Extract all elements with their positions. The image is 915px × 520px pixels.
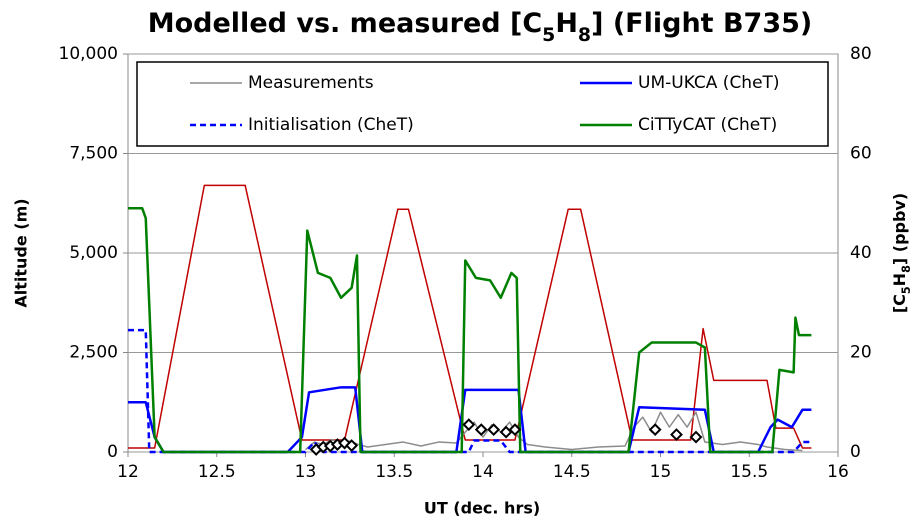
y-axis-label: Altitude (m) xyxy=(12,198,31,307)
legend-label: Initialisation (CheT) xyxy=(248,115,414,135)
text-part: Modelled vs. measured [C xyxy=(148,8,542,39)
x-tick-label: 12.5 xyxy=(198,462,236,482)
marker xyxy=(345,439,359,452)
marker xyxy=(487,423,501,437)
x-tick-label: 13.5 xyxy=(375,462,413,482)
legend-label: UM-UKCA (CheT) xyxy=(638,73,780,93)
marker xyxy=(689,430,703,444)
text-part: H xyxy=(890,273,909,286)
y2-tick-label: 60 xyxy=(850,144,872,164)
y-tick-label: 5,000 xyxy=(69,243,118,263)
subscript: 5 xyxy=(542,24,555,46)
series-line xyxy=(305,411,803,452)
chart-title: Modelled vs. measured [C5H8] (Flight B73… xyxy=(148,8,813,46)
x-tick-label: 14.5 xyxy=(553,462,591,482)
legend-label: CiTTyCAT (CheT) xyxy=(638,115,777,135)
text-part: [C xyxy=(890,294,909,313)
subscript: 8 xyxy=(578,24,591,46)
y2-axis-label: [C5H8] (ppbv) xyxy=(890,193,913,313)
x-tick-label: 15 xyxy=(650,462,672,482)
subscript: 5 xyxy=(900,286,913,294)
y-tick-label: 10,000 xyxy=(59,44,118,64)
x-tick-label: 16 xyxy=(827,462,849,482)
x-axis-label: UT (dec. hrs) xyxy=(424,499,540,518)
text-part: ] (ppbv) xyxy=(890,193,909,265)
marker xyxy=(670,428,683,442)
text-part: H xyxy=(555,8,578,39)
marker xyxy=(648,423,662,437)
y-tick-label: 0 xyxy=(107,442,118,462)
series-line xyxy=(128,206,812,454)
y-tick-label: 7,500 xyxy=(69,144,118,164)
legend-box xyxy=(136,61,829,147)
legend-label: Measurements xyxy=(248,73,374,93)
x-tick-label: 13 xyxy=(295,462,317,482)
marker xyxy=(474,423,488,437)
x-tick-label: 12 xyxy=(117,462,139,482)
x-tick-label: 14 xyxy=(472,462,494,482)
marker xyxy=(508,423,522,437)
marker xyxy=(462,418,476,432)
y2-tick-label: 0 xyxy=(850,442,861,462)
subscript: 8 xyxy=(900,265,913,273)
x-tick-label: 15.5 xyxy=(730,462,768,482)
y-tick-label: 2,500 xyxy=(69,343,118,363)
y2-tick-label: 40 xyxy=(850,243,872,263)
y2-tick-label: 20 xyxy=(850,343,872,363)
text-part: ] (Flight B735) xyxy=(591,8,812,39)
y2-tick-label: 80 xyxy=(850,44,872,64)
series-line xyxy=(128,184,812,449)
